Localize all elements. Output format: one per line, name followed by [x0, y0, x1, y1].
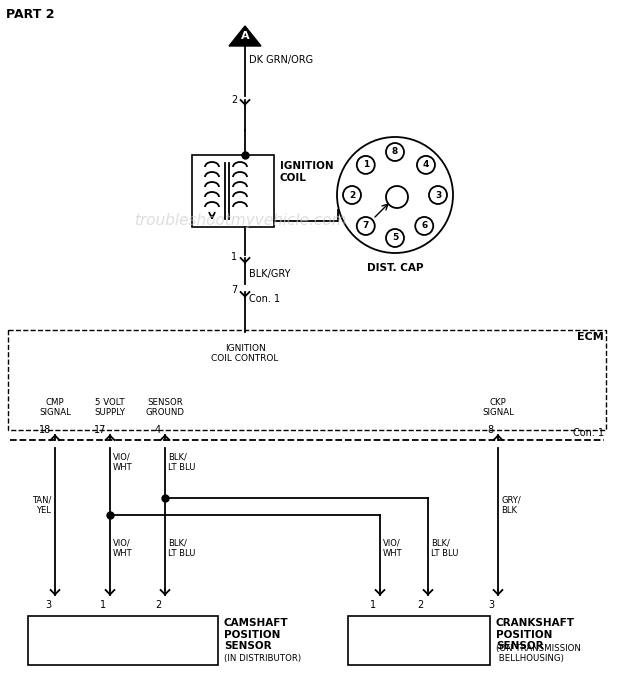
- Text: Con. 1: Con. 1: [249, 294, 280, 304]
- Text: DIST. CAP: DIST. CAP: [366, 263, 423, 273]
- Text: 7: 7: [231, 285, 237, 295]
- Text: BLK/
LT BLU: BLK/ LT BLU: [431, 538, 459, 558]
- Text: IGNITION
COIL CONTROL: IGNITION COIL CONTROL: [211, 344, 279, 363]
- Text: troubleshootmyvehicle.com: troubleshootmyvehicle.com: [133, 213, 346, 228]
- Text: SENSOR
GROUND: SENSOR GROUND: [145, 398, 185, 417]
- Text: 1: 1: [363, 160, 369, 169]
- Text: BLK/
LT BLU: BLK/ LT BLU: [168, 538, 195, 558]
- Bar: [8, 330, 606, 430]
- Text: 5: 5: [392, 234, 398, 242]
- Text: CMP
SIGNAL: CMP SIGNAL: [39, 398, 71, 417]
- Text: 17: 17: [93, 425, 106, 435]
- Text: 5 VOLT
SUPPLY: 5 VOLT SUPPLY: [95, 398, 125, 417]
- Circle shape: [386, 186, 408, 208]
- Text: (IN DISTRIBUTOR): (IN DISTRIBUTOR): [224, 654, 301, 663]
- Text: CRANKSHAFT
POSITION
SENSOR: CRANKSHAFT POSITION SENSOR: [496, 618, 575, 651]
- Text: ECM: ECM: [577, 332, 604, 342]
- Text: IGNITION
COIL: IGNITION COIL: [280, 161, 334, 183]
- Circle shape: [343, 186, 361, 204]
- Circle shape: [415, 217, 433, 235]
- Text: 2: 2: [231, 95, 237, 105]
- Text: 6: 6: [421, 221, 428, 230]
- Text: 8: 8: [488, 425, 494, 435]
- Text: 3: 3: [435, 190, 441, 199]
- Text: (ON TRANSMISSION
 BELLHOUSING): (ON TRANSMISSION BELLHOUSING): [496, 643, 581, 663]
- Text: 18: 18: [39, 425, 51, 435]
- Text: BLK/GRY: BLK/GRY: [249, 269, 290, 279]
- Text: 1: 1: [100, 600, 106, 610]
- Circle shape: [386, 229, 404, 247]
- Text: 1: 1: [370, 600, 376, 610]
- Text: 4: 4: [423, 160, 429, 169]
- Text: 3: 3: [45, 600, 51, 610]
- Circle shape: [357, 217, 375, 235]
- Text: TAN/
YEL: TAN/ YEL: [32, 496, 51, 514]
- Text: CKP
SIGNAL: CKP SIGNAL: [482, 398, 514, 417]
- Polygon shape: [229, 26, 261, 46]
- Circle shape: [429, 186, 447, 204]
- Text: VIO/
WHT: VIO/ WHT: [113, 452, 133, 472]
- Text: 7: 7: [363, 221, 369, 230]
- Text: PART 2: PART 2: [6, 8, 54, 21]
- Text: VIO/
WHT: VIO/ WHT: [113, 538, 133, 558]
- Bar: [192, 155, 274, 227]
- Text: 1: 1: [231, 252, 237, 262]
- Text: A: A: [240, 32, 249, 41]
- Text: 3: 3: [488, 600, 494, 610]
- Text: Con. 1: Con. 1: [573, 428, 604, 438]
- Text: CAMSHAFT
POSITION
SENSOR: CAMSHAFT POSITION SENSOR: [224, 618, 289, 651]
- Text: 2: 2: [349, 190, 355, 199]
- Text: 4: 4: [155, 425, 161, 435]
- Text: 8: 8: [392, 148, 398, 157]
- Circle shape: [386, 143, 404, 161]
- Text: BLK/
LT BLU: BLK/ LT BLU: [168, 452, 195, 472]
- Circle shape: [417, 156, 435, 174]
- Bar: [28, 616, 218, 665]
- Text: VIO/
WHT: VIO/ WHT: [383, 538, 402, 558]
- Circle shape: [357, 156, 375, 174]
- Text: GRY/
BLK: GRY/ BLK: [501, 496, 521, 514]
- Text: DK GRN/ORG: DK GRN/ORG: [249, 55, 313, 65]
- Bar: [348, 616, 490, 665]
- Text: 2: 2: [154, 600, 161, 610]
- Text: 2: 2: [418, 600, 424, 610]
